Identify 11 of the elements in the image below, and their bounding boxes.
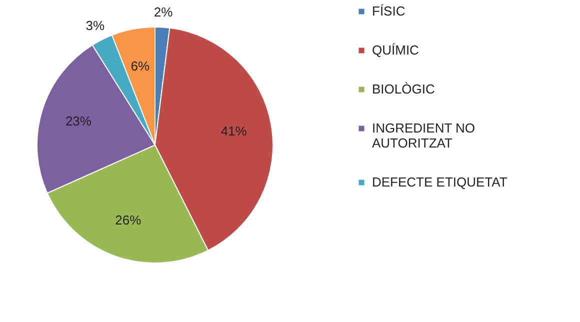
data-label: 2% bbox=[154, 4, 174, 20]
data-label: 41% bbox=[220, 123, 248, 138]
data-label: 3% bbox=[86, 18, 106, 34]
legend-label: QUÍMIC bbox=[372, 42, 419, 58]
legend-label: FÍSIC bbox=[372, 4, 406, 18]
data-label: 23% bbox=[65, 114, 92, 129]
legend-label: BIOLÒGIC bbox=[372, 82, 435, 96]
data-label: 26% bbox=[115, 212, 142, 228]
legend-label: DEFECTE ETIQUETAT bbox=[372, 174, 508, 190]
legend-label: INGREDIENT NO AUTORITZAT bbox=[372, 120, 476, 150]
data-label: 6% bbox=[130, 58, 150, 74]
